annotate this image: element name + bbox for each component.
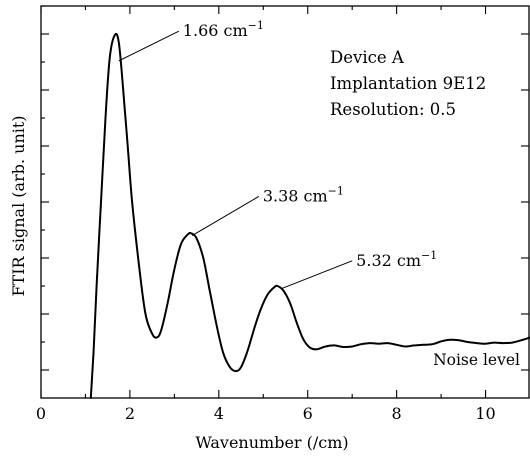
peak-label-2: 3.38 cm−1	[263, 184, 344, 205]
x-tick-label: 6	[303, 404, 313, 423]
peak-leader-line-3	[280, 260, 353, 290]
x-tick-label: 10	[475, 404, 495, 423]
peak-label-3: 5.32 cm−1	[356, 249, 437, 270]
info-implantation: Implantation 9E12	[330, 74, 486, 93]
ftir-signal-line	[89, 32, 530, 399]
ticks-layer: 0 2 4 6 8 10	[36, 5, 529, 423]
plot-frame	[40, 5, 530, 399]
y-axis-label: FTIR signal (arb. unit)	[9, 115, 28, 296]
annotation-layer: 1.66 cm−1 3.38 cm−1 5.32 cm−1	[118, 19, 437, 290]
x-axis-label: Wavenumber (/cm)	[195, 433, 348, 452]
info-resolution: Resolution: 0.5	[330, 100, 456, 119]
peak-label-1: 1.66 cm−1	[183, 19, 264, 40]
x-tick-label: 0	[36, 404, 46, 423]
noise-level-label: Noise level	[433, 351, 520, 369]
peak-leader-line-2	[191, 195, 260, 237]
info-device: Device A	[330, 48, 405, 67]
x-tick-label: 8	[392, 404, 402, 423]
x-tick-label: 2	[125, 404, 135, 423]
x-tick-label: 4	[214, 404, 224, 423]
peak-leader-line-1	[118, 30, 180, 62]
info-box: Device A Implantation 9E12 Resolution: 0…	[330, 48, 486, 119]
